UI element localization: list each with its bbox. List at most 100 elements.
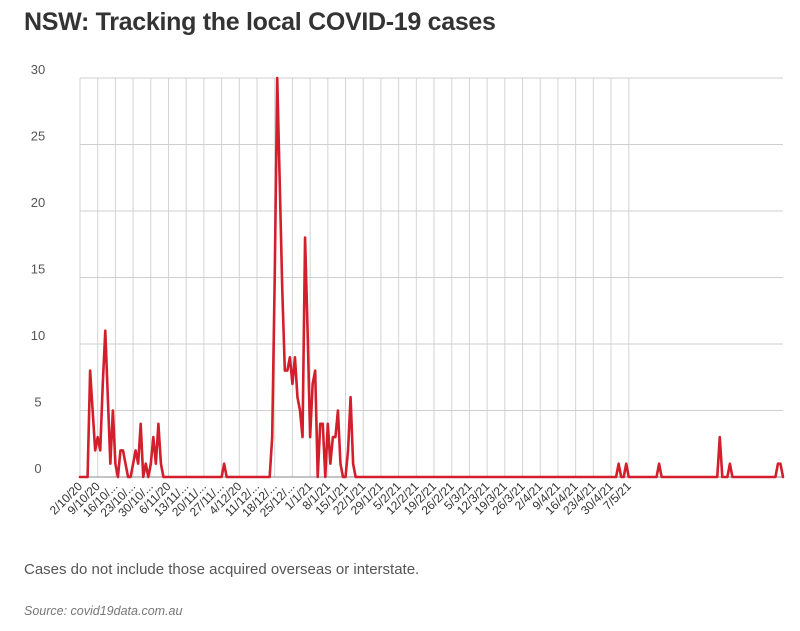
data-point	[699, 476, 700, 477]
data-point	[433, 476, 434, 477]
data-point	[92, 410, 93, 411]
data-point	[115, 463, 116, 464]
data-point	[408, 476, 409, 477]
data-point	[383, 476, 384, 477]
data-point	[471, 476, 472, 477]
y-tick-label: 5	[34, 395, 41, 410]
data-point	[565, 476, 566, 477]
data-point	[234, 476, 235, 477]
data-point	[211, 476, 212, 477]
chart-note: Cases do not include those acquired over…	[24, 561, 420, 578]
data-point	[562, 476, 563, 477]
data-point	[79, 476, 80, 477]
data-point	[542, 476, 543, 477]
data-point	[416, 476, 417, 477]
data-point	[120, 450, 121, 451]
data-point	[327, 423, 328, 424]
data-point	[560, 476, 561, 477]
data-point	[221, 476, 222, 477]
data-point	[428, 476, 429, 477]
data-point	[393, 476, 394, 477]
data-point	[532, 476, 533, 477]
chart-source: Source: covid19data.com.au	[24, 604, 183, 618]
data-point	[502, 476, 503, 477]
data-point	[466, 476, 467, 477]
data-point	[669, 476, 670, 477]
data-point	[231, 476, 232, 477]
data-point	[605, 476, 606, 477]
data-point	[519, 476, 520, 477]
data-point	[117, 476, 118, 477]
data-point	[82, 476, 83, 477]
data-point	[398, 476, 399, 477]
data-point	[547, 476, 548, 477]
data-point	[712, 476, 713, 477]
data-point	[507, 476, 508, 477]
data-point	[451, 476, 452, 477]
data-point	[165, 476, 166, 477]
data-point	[595, 476, 596, 477]
data-point	[509, 476, 510, 477]
data-point	[282, 290, 283, 291]
data-point	[552, 476, 553, 477]
data-point	[385, 476, 386, 477]
data-point	[350, 397, 351, 398]
data-point	[241, 476, 242, 477]
data-point	[112, 410, 113, 411]
data-point	[244, 476, 245, 477]
data-point	[218, 476, 219, 477]
data-point	[608, 476, 609, 477]
data-point	[216, 476, 217, 477]
data-point	[388, 476, 389, 477]
data-point	[671, 476, 672, 477]
data-point	[150, 463, 151, 464]
data-point	[302, 437, 303, 438]
data-point	[497, 476, 498, 477]
data-point	[153, 437, 154, 438]
data-point	[158, 423, 159, 424]
data-point	[651, 476, 652, 477]
data-point	[181, 476, 182, 477]
data-point	[138, 463, 139, 464]
data-point	[259, 476, 260, 477]
data-point	[661, 476, 662, 477]
data-point	[494, 476, 495, 477]
data-point	[196, 476, 197, 477]
data-point	[436, 476, 437, 477]
data-point	[390, 476, 391, 477]
data-point	[704, 476, 705, 477]
data-point	[269, 476, 270, 477]
data-point	[441, 476, 442, 477]
data-point	[454, 476, 455, 477]
data-point	[689, 476, 690, 477]
data-point	[380, 476, 381, 477]
data-point	[600, 476, 601, 477]
data-point	[401, 476, 402, 477]
data-point	[760, 476, 761, 477]
data-point	[719, 437, 720, 438]
data-point	[701, 476, 702, 477]
data-point	[170, 476, 171, 477]
data-point	[406, 476, 407, 477]
data-point	[368, 476, 369, 477]
data-point	[762, 476, 763, 477]
y-tick-label: 25	[31, 129, 45, 144]
data-point	[100, 450, 101, 451]
data-point	[545, 476, 546, 477]
data-point	[355, 476, 356, 477]
data-point	[304, 237, 305, 238]
data-point	[484, 476, 485, 477]
y-tick-label: 20	[31, 195, 45, 210]
data-point	[264, 476, 265, 477]
data-point	[358, 476, 359, 477]
data-point	[251, 476, 252, 477]
data-point	[621, 476, 622, 477]
data-point	[363, 476, 364, 477]
data-point	[613, 476, 614, 477]
data-point	[312, 383, 313, 384]
y-tick-label: 10	[31, 328, 45, 343]
data-point	[676, 476, 677, 477]
data-point	[254, 476, 255, 477]
data-point	[550, 476, 551, 477]
data-point	[413, 476, 414, 477]
